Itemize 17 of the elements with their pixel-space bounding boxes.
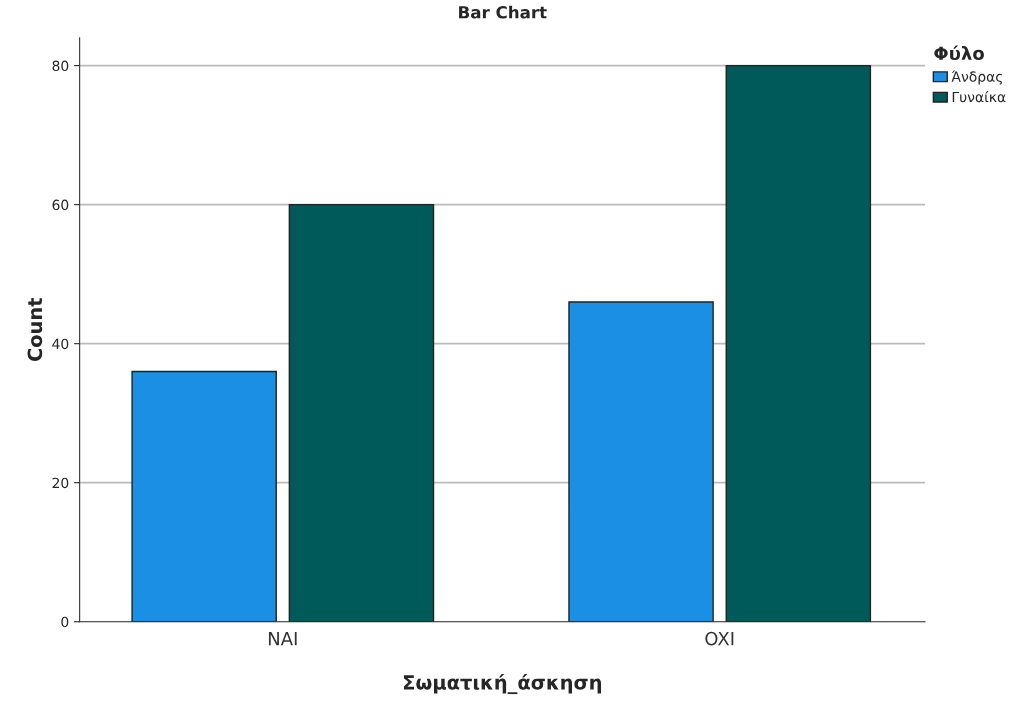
y-tick-label: 20 <box>52 477 69 489</box>
legend-title: Φύλο <box>934 45 984 61</box>
x-axis-title: Σωματική_άσκηση <box>403 673 601 695</box>
y-tick-label: 60 <box>52 199 69 211</box>
bar <box>288 203 435 622</box>
y-tick-label: 0 <box>61 616 69 628</box>
x-tick-label: NAI <box>268 632 297 646</box>
chart-title: Bar Chart <box>459 5 547 19</box>
y-axis-title: Count <box>27 297 43 362</box>
x-tick-label: OXI <box>705 631 734 646</box>
y-tick-label: 80 <box>52 60 69 72</box>
y-tick-label: 40 <box>52 338 69 350</box>
legend-label: Άνδρας <box>951 70 1003 85</box>
bar <box>725 64 872 622</box>
legend-label: Γυναίκα <box>952 90 1006 103</box>
bar <box>568 301 714 622</box>
bar <box>131 370 277 622</box>
